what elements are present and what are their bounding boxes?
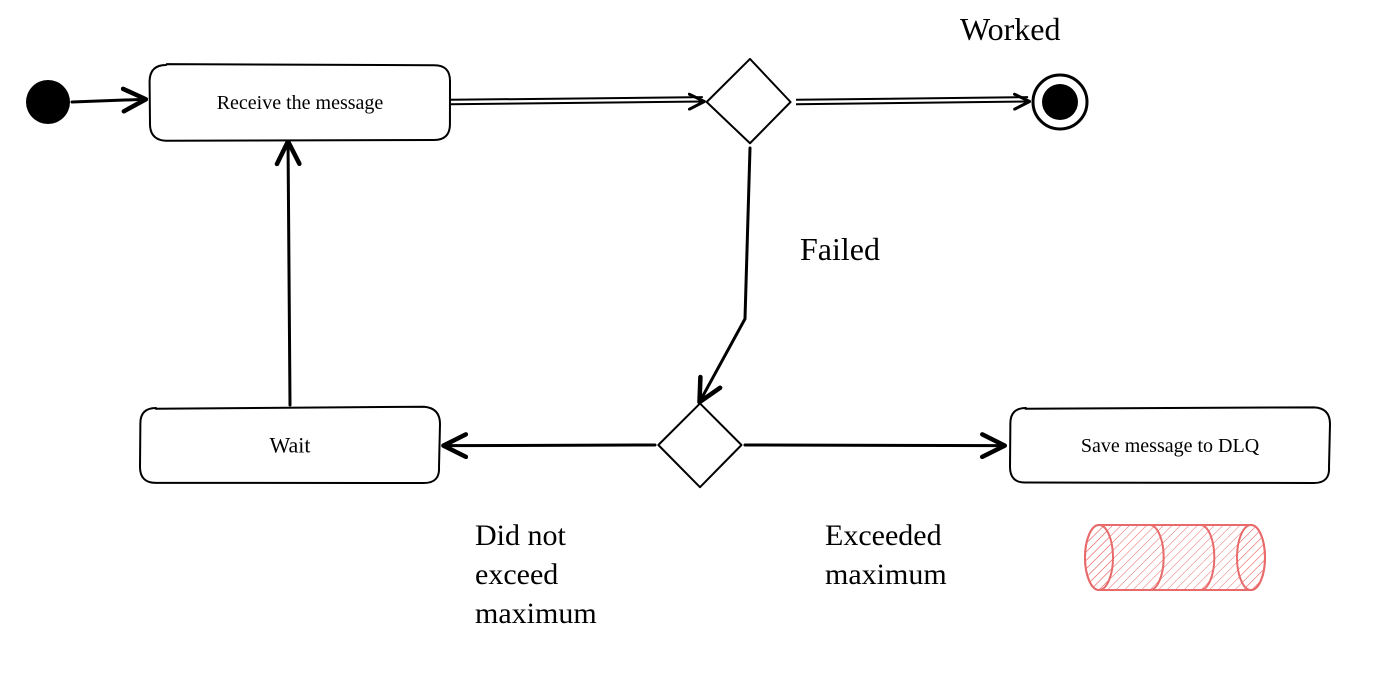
e-dec2-wait-label-0: Did not <box>475 519 567 552</box>
dec2-decision <box>658 403 741 487</box>
e-dec2-dlq <box>745 445 1003 446</box>
e-dec2-dlq-label-1: maximum <box>825 558 947 591</box>
end-node-dot <box>1042 84 1078 120</box>
e-receive-dec1-b <box>450 102 703 105</box>
e-dec1-end-b <box>796 102 1028 105</box>
e-dec2-wait-label-1: exceed <box>475 558 558 591</box>
e-dec2-dlq-label-0: Exceeded <box>825 519 942 552</box>
e-dec1-end-label-0: Worked <box>960 11 1061 47</box>
dlq-cylinder-rightcap <box>1237 525 1265 590</box>
e-start-receive <box>72 99 144 102</box>
e-dec1-dec2-label-0: Failed <box>800 231 880 267</box>
e-dec1-dec2 <box>701 148 750 400</box>
wait-label: Wait <box>270 433 311 458</box>
e-dec1-end-a <box>796 97 1028 100</box>
e-dec2-wait <box>446 445 655 446</box>
start-node <box>26 80 70 124</box>
dlq-label: Save message to DLQ <box>1081 435 1260 457</box>
flowchart-canvas: Receive the message Wait Save message to D… <box>0 0 1400 684</box>
e-wait-receive <box>288 144 290 405</box>
dec1-decision <box>707 59 791 143</box>
dlq-cylinder-cap <box>1085 525 1113 590</box>
e-dec2-wait-label-2: maximum <box>475 597 597 630</box>
e-receive-dec1-a <box>450 97 703 100</box>
receive-label: Receive the message <box>217 92 384 114</box>
